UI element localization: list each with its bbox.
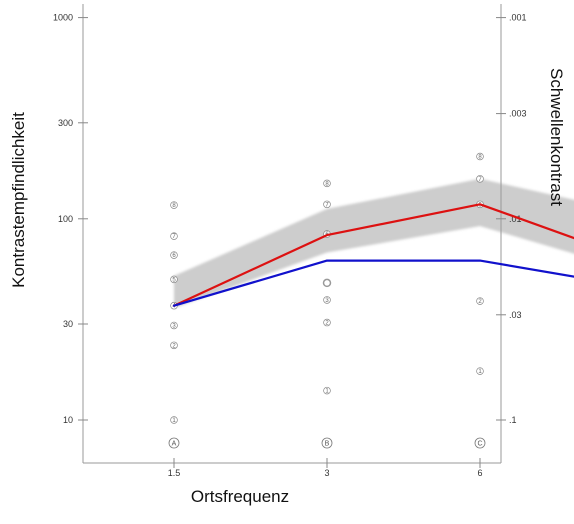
test-patch-marker	[170, 416, 178, 424]
y2-axis-title: Schwellenkontrast	[547, 68, 566, 206]
test-patch-marker	[323, 296, 331, 304]
test-patch-marker-label: 1	[478, 369, 482, 375]
chart-letter-label: C	[477, 441, 482, 448]
test-patch-marker-label: 6	[172, 253, 176, 259]
test-patch-marker-label: 2	[478, 299, 482, 305]
test-patch-marker-label: 5	[172, 277, 176, 283]
confidence-band-layer	[174, 178, 574, 309]
series-line-2	[172, 259, 574, 307]
chart-letter-circle	[321, 437, 333, 449]
test-patch-marker	[323, 386, 331, 395]
test-patch-marker-label: 3	[172, 323, 176, 329]
chart-letter-circle	[168, 437, 180, 449]
chart-letter-label: A	[172, 441, 177, 448]
x-tick-label: 3	[324, 468, 329, 478]
x-tick-label: 1.5	[168, 468, 181, 478]
test-patch-marker	[170, 341, 178, 350]
test-patch-marker-label: 2	[172, 343, 176, 349]
y-tick-label: 30	[63, 319, 73, 329]
y-tick-label: 10	[63, 415, 73, 425]
test-patch-marker-label: 1	[172, 418, 176, 424]
chart-letter-label: B	[325, 441, 330, 448]
test-patch-marker	[476, 297, 484, 305]
test-patch-marker-label: 7	[325, 202, 329, 208]
y-tick-label: 300	[58, 118, 73, 128]
markers-layer: ABCDE87654321876321876218765218754321	[168, 152, 486, 449]
test-patch-marker	[170, 321, 178, 330]
test-patch-marker	[323, 318, 331, 327]
series-line-1	[172, 203, 574, 307]
test-patch-marker	[170, 251, 178, 259]
y2-tick-label: .001	[509, 13, 527, 23]
test-patch-marker-label: 2	[325, 321, 329, 327]
y-tick-label: 1000	[53, 13, 73, 23]
lines-layer	[172, 203, 574, 307]
test-patch-marker	[170, 232, 178, 240]
y2-tick-label: .01	[509, 214, 522, 224]
test-patch-marker	[476, 175, 484, 183]
test-patch-marker	[322, 278, 332, 288]
test-patch-marker	[476, 152, 484, 161]
test-patch-marker	[323, 200, 331, 209]
test-patch-marker-label: 8	[172, 203, 176, 209]
y-axis-title: Kontrastempfindlichkeit	[9, 112, 28, 288]
test-patch-marker-label: 3	[325, 298, 329, 304]
y2-tick-label: .03	[509, 310, 522, 320]
test-patch-marker-label: 1	[325, 389, 329, 395]
test-patch-marker	[170, 201, 178, 209]
confidence-band	[174, 178, 574, 309]
ticks-layer: 10 30 100 300 1000 .1 .03 .01 .003 .001 1.5 3 6 1 2 1 8	[53, 13, 527, 478]
y2-tick-label: .1	[509, 415, 517, 425]
y2-tick-label: .003	[509, 109, 527, 119]
test-patch-marker-label: 8	[325, 181, 329, 187]
test-patch-marker-label: 7	[478, 177, 482, 183]
test-patch-marker	[476, 367, 484, 375]
axes-layer	[82, 4, 502, 464]
test-patch-marker-label: 8	[478, 154, 482, 160]
x-axis-title: Ortsfrequenz	[191, 487, 289, 506]
test-patch-marker	[170, 275, 178, 284]
x-tick-label: 6	[477, 468, 482, 478]
chart-letter-circle	[474, 437, 486, 449]
test-patch-marker-label: 7	[172, 234, 176, 240]
test-patch-marker	[323, 179, 331, 188]
titles-layer: Ortsfrequenz Kontrastempfindlichkeit Sch…	[9, 68, 566, 506]
y-tick-label: 100	[58, 214, 73, 224]
